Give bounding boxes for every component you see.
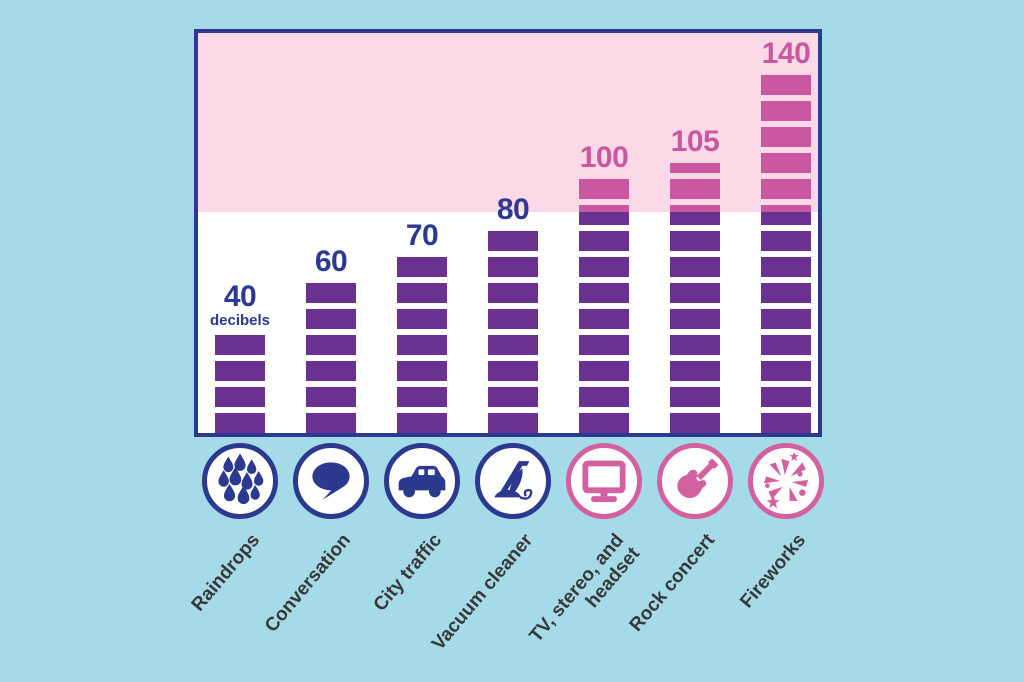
bar-segment: [397, 257, 447, 277]
bar-segment: [488, 335, 538, 355]
bar-value-label: 105: [640, 127, 750, 157]
bar-segment: [670, 335, 720, 355]
bar-segment: [670, 179, 720, 199]
bar-segment: [761, 283, 811, 303]
bar-segment: [670, 257, 720, 277]
bar-value-label: 80: [458, 195, 568, 225]
bar-segment: [488, 387, 538, 407]
tv-monitor-icon: [566, 443, 642, 519]
bar-segment: [488, 257, 538, 277]
bar-segment: [670, 413, 720, 433]
bar-segment: [579, 205, 629, 225]
bar-segment: [761, 75, 811, 95]
bar-segment: [215, 387, 265, 407]
decibels-unit-label: decibels: [209, 312, 271, 329]
category-label: Fireworks: [653, 530, 811, 682]
bar-segment: [488, 361, 538, 381]
bar-segment: [761, 179, 811, 199]
raindrops-icon: [202, 443, 278, 519]
bar-segment: [670, 283, 720, 303]
decibel-value: 105: [670, 125, 720, 158]
bar-segment: [397, 335, 447, 355]
bar-segment: [761, 127, 811, 147]
bar-segment: [761, 335, 811, 355]
bar-segment: [670, 205, 720, 225]
bar-segment: [306, 309, 356, 329]
bar-segment: [397, 361, 447, 381]
bar-segment: [397, 283, 447, 303]
bar-value-label: 70: [367, 221, 477, 251]
bar-segment: [488, 309, 538, 329]
bar-segment: [215, 361, 265, 381]
bar-segment: [306, 361, 356, 381]
bar-segment: [761, 231, 811, 251]
bar-segment: [579, 283, 629, 303]
bar-segment: [761, 361, 811, 381]
decibel-value: 100: [579, 141, 629, 174]
bar-segment: [670, 387, 720, 407]
bar-segment: [761, 205, 811, 225]
bar-segment: [670, 163, 720, 173]
bar-value-label: 60: [276, 247, 386, 277]
bar-segment: [579, 179, 629, 199]
bar-segment: [306, 335, 356, 355]
electric-guitar-icon: [657, 443, 733, 519]
bar-segment: [215, 413, 265, 433]
car-icon: [384, 443, 460, 519]
bar-segment: [306, 387, 356, 407]
decibel-value: 80: [496, 193, 530, 226]
bar-segment: [215, 335, 265, 355]
decibel-value: 70: [405, 219, 439, 252]
bar-segment: [670, 309, 720, 329]
bar-segment: [579, 335, 629, 355]
bar-segment: [670, 361, 720, 381]
bar-segment: [397, 387, 447, 407]
bar-segment: [761, 413, 811, 433]
bar-segment: [488, 231, 538, 251]
bar-segment: [761, 257, 811, 277]
decibel-value: 60: [314, 245, 348, 278]
decibel-value: 140: [761, 37, 811, 70]
bar-segment: [761, 309, 811, 329]
bar-segment: [579, 231, 629, 251]
bar-value-label: 40 decibels: [185, 280, 295, 330]
bar-segment: [397, 309, 447, 329]
bar-segment: [579, 257, 629, 277]
bar-segment: [306, 413, 356, 433]
bar-segment: [397, 413, 447, 433]
bar-segment: [761, 101, 811, 121]
bar-segment: [488, 413, 538, 433]
bar-segment: [306, 283, 356, 303]
bar-segment: [670, 231, 720, 251]
bar-segment: [579, 361, 629, 381]
category-label-line: Fireworks: [736, 530, 811, 613]
fireworks-icon: [748, 443, 824, 519]
bar-segment: [579, 413, 629, 433]
bar-segment: [761, 153, 811, 173]
bar-segment: [761, 387, 811, 407]
bar-value-label: 140: [731, 39, 841, 69]
speech-bubble-icon: [293, 443, 369, 519]
bar-segment: [488, 283, 538, 303]
bar-segment: [579, 387, 629, 407]
bar-value-label: 100: [549, 143, 659, 173]
bar-segment: [579, 309, 629, 329]
vacuum-cleaner-icon: [475, 443, 551, 519]
decibel-value: 40: [223, 280, 257, 313]
